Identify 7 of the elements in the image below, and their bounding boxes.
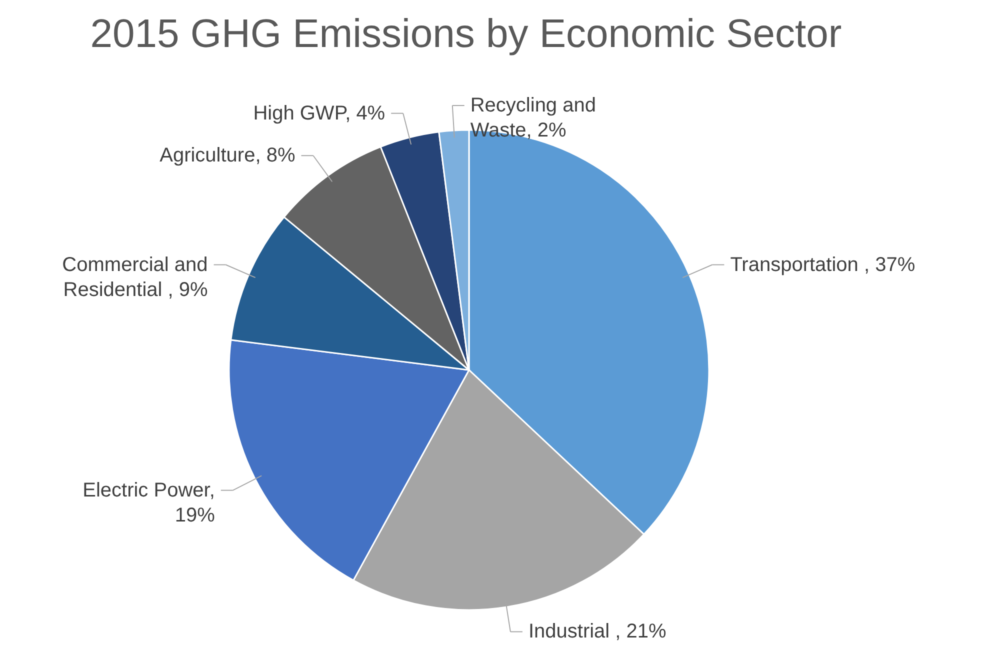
- slice-label: Agriculture, 8%: [160, 144, 296, 167]
- slice-label: Commercial and Residential , 9%: [62, 254, 208, 301]
- slice-label: Transportation , 37%: [730, 254, 916, 276]
- slice-label: High GWP, 4%: [253, 102, 386, 124]
- slice-label: Electric Power, 19%: [82, 479, 216, 526]
- slice-label: Industrial , 21%: [528, 620, 667, 643]
- chart-title: 2015 GHG Emissions by Economic Sector: [90, 12, 842, 56]
